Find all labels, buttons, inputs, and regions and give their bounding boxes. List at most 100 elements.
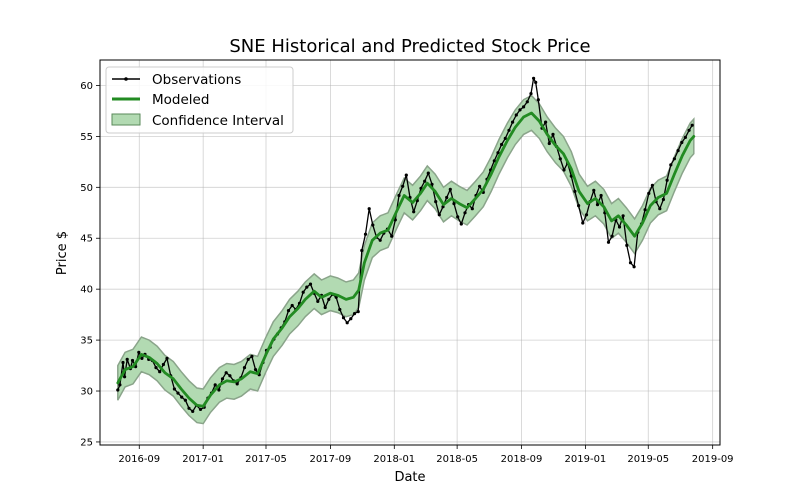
- observation-point: [680, 140, 684, 145]
- x-axis-ticks: 2016-09 2017-01 2017-05 2017-09 2018-01 2018-…: [118, 445, 734, 465]
- observation-point: [544, 120, 548, 124]
- observation-point: [687, 128, 691, 132]
- observation-point: [503, 136, 507, 140]
- observation-point: [228, 374, 232, 378]
- legend-modeled-label: Modeled: [152, 92, 209, 108]
- observation-point: [525, 100, 529, 104]
- observation-point: [595, 203, 600, 207]
- observation-point: [676, 149, 680, 153]
- observation-point: [158, 370, 162, 374]
- x-tick-label: 2018-05: [436, 454, 478, 465]
- observation-point: [584, 213, 589, 217]
- observation-point: [577, 204, 581, 208]
- observation-point: [116, 388, 120, 392]
- x-axis-label: Date: [394, 470, 425, 485]
- y-axis-label: Price $: [55, 231, 70, 275]
- observation-point: [180, 395, 184, 399]
- observation-point: [323, 305, 327, 310]
- observation-point: [592, 188, 596, 192]
- observation-point: [301, 290, 305, 294]
- y-axis-ticks: 25 30 35 40 45 50 55 60: [80, 81, 100, 448]
- observation-point: [500, 142, 504, 147]
- x-tick-label: 2017-01: [182, 454, 224, 465]
- x-tick-label: 2018-01: [373, 454, 415, 465]
- observation-point: [327, 297, 331, 301]
- observation-point: [434, 200, 438, 204]
- observation-point: [253, 368, 258, 372]
- observation-point: [137, 350, 141, 354]
- observation-point: [492, 159, 496, 163]
- observation-point: [532, 76, 536, 80]
- observation-point: [305, 285, 309, 289]
- observation-point: [547, 141, 551, 146]
- modeled-series: [116, 111, 696, 408]
- observation-point: [397, 193, 401, 198]
- observation-point: [599, 193, 603, 198]
- observation-point: [363, 232, 368, 236]
- observation-point: [360, 248, 364, 253]
- observation-point: [187, 406, 191, 410]
- y-tick-label: 40: [80, 285, 93, 296]
- observation-point: [352, 312, 357, 316]
- observation-point: [625, 243, 629, 247]
- chart-title: SNE Historical and Predicted Stock Price: [229, 36, 590, 57]
- x-tick-label: 2019-01: [565, 454, 607, 465]
- observation-point: [621, 214, 625, 218]
- observation-point: [452, 202, 456, 206]
- observation-point: [121, 360, 125, 365]
- y-tick-label: 25: [80, 437, 93, 448]
- observation-point: [341, 316, 346, 320]
- observation-point: [643, 208, 647, 212]
- observation-point: [510, 120, 515, 124]
- observation-point: [356, 310, 360, 314]
- observation-point: [665, 178, 669, 182]
- x-tick-label: 2016-09: [118, 454, 160, 465]
- observation-point: [437, 213, 441, 217]
- observation-point: [183, 398, 187, 402]
- observation-point: [478, 184, 482, 188]
- observation-point: [165, 356, 169, 360]
- y-tick-label: 30: [80, 387, 93, 398]
- observation-point: [445, 195, 449, 200]
- observation-point: [423, 179, 427, 183]
- grid-lines: [100, 60, 720, 445]
- observation-point: [220, 377, 225, 381]
- observation-point: [522, 105, 526, 109]
- observation-point: [316, 299, 320, 303]
- observation-point: [161, 362, 165, 367]
- observation-point: [235, 382, 239, 386]
- legend-box: [105, 66, 294, 134]
- observation-point: [378, 238, 382, 242]
- observation-point: [610, 234, 614, 238]
- observation-point: [562, 168, 566, 172]
- observation-point: [507, 128, 511, 132]
- x-tick-label: 2019-09: [692, 454, 734, 465]
- legend-interval-swatch: [111, 113, 141, 126]
- observation-point: [286, 309, 291, 313]
- x-tick-label: 2018-09: [501, 454, 543, 465]
- observation-point: [658, 207, 662, 211]
- observation-point: [518, 108, 522, 112]
- observation-point: [573, 189, 577, 193]
- observation-point: [581, 221, 585, 225]
- observation-point: [250, 354, 254, 358]
- y-tick-label: 50: [80, 183, 93, 194]
- observation-point: [412, 210, 416, 214]
- observation-point: [172, 387, 176, 391]
- observation-point: [154, 366, 158, 370]
- y-tick-label: 60: [80, 81, 93, 92]
- observation-point: [290, 303, 294, 308]
- observation-point: [123, 375, 127, 379]
- observation-point: [459, 222, 463, 226]
- observation-point: [198, 407, 203, 411]
- observation-point: [617, 225, 622, 229]
- observation-point: [430, 182, 434, 186]
- observation-point: [224, 371, 228, 375]
- observation-point: [371, 223, 375, 227]
- observation-point: [448, 187, 452, 191]
- observation-point: [404, 173, 408, 177]
- observation-point: [463, 211, 467, 215]
- observation-point: [390, 234, 394, 238]
